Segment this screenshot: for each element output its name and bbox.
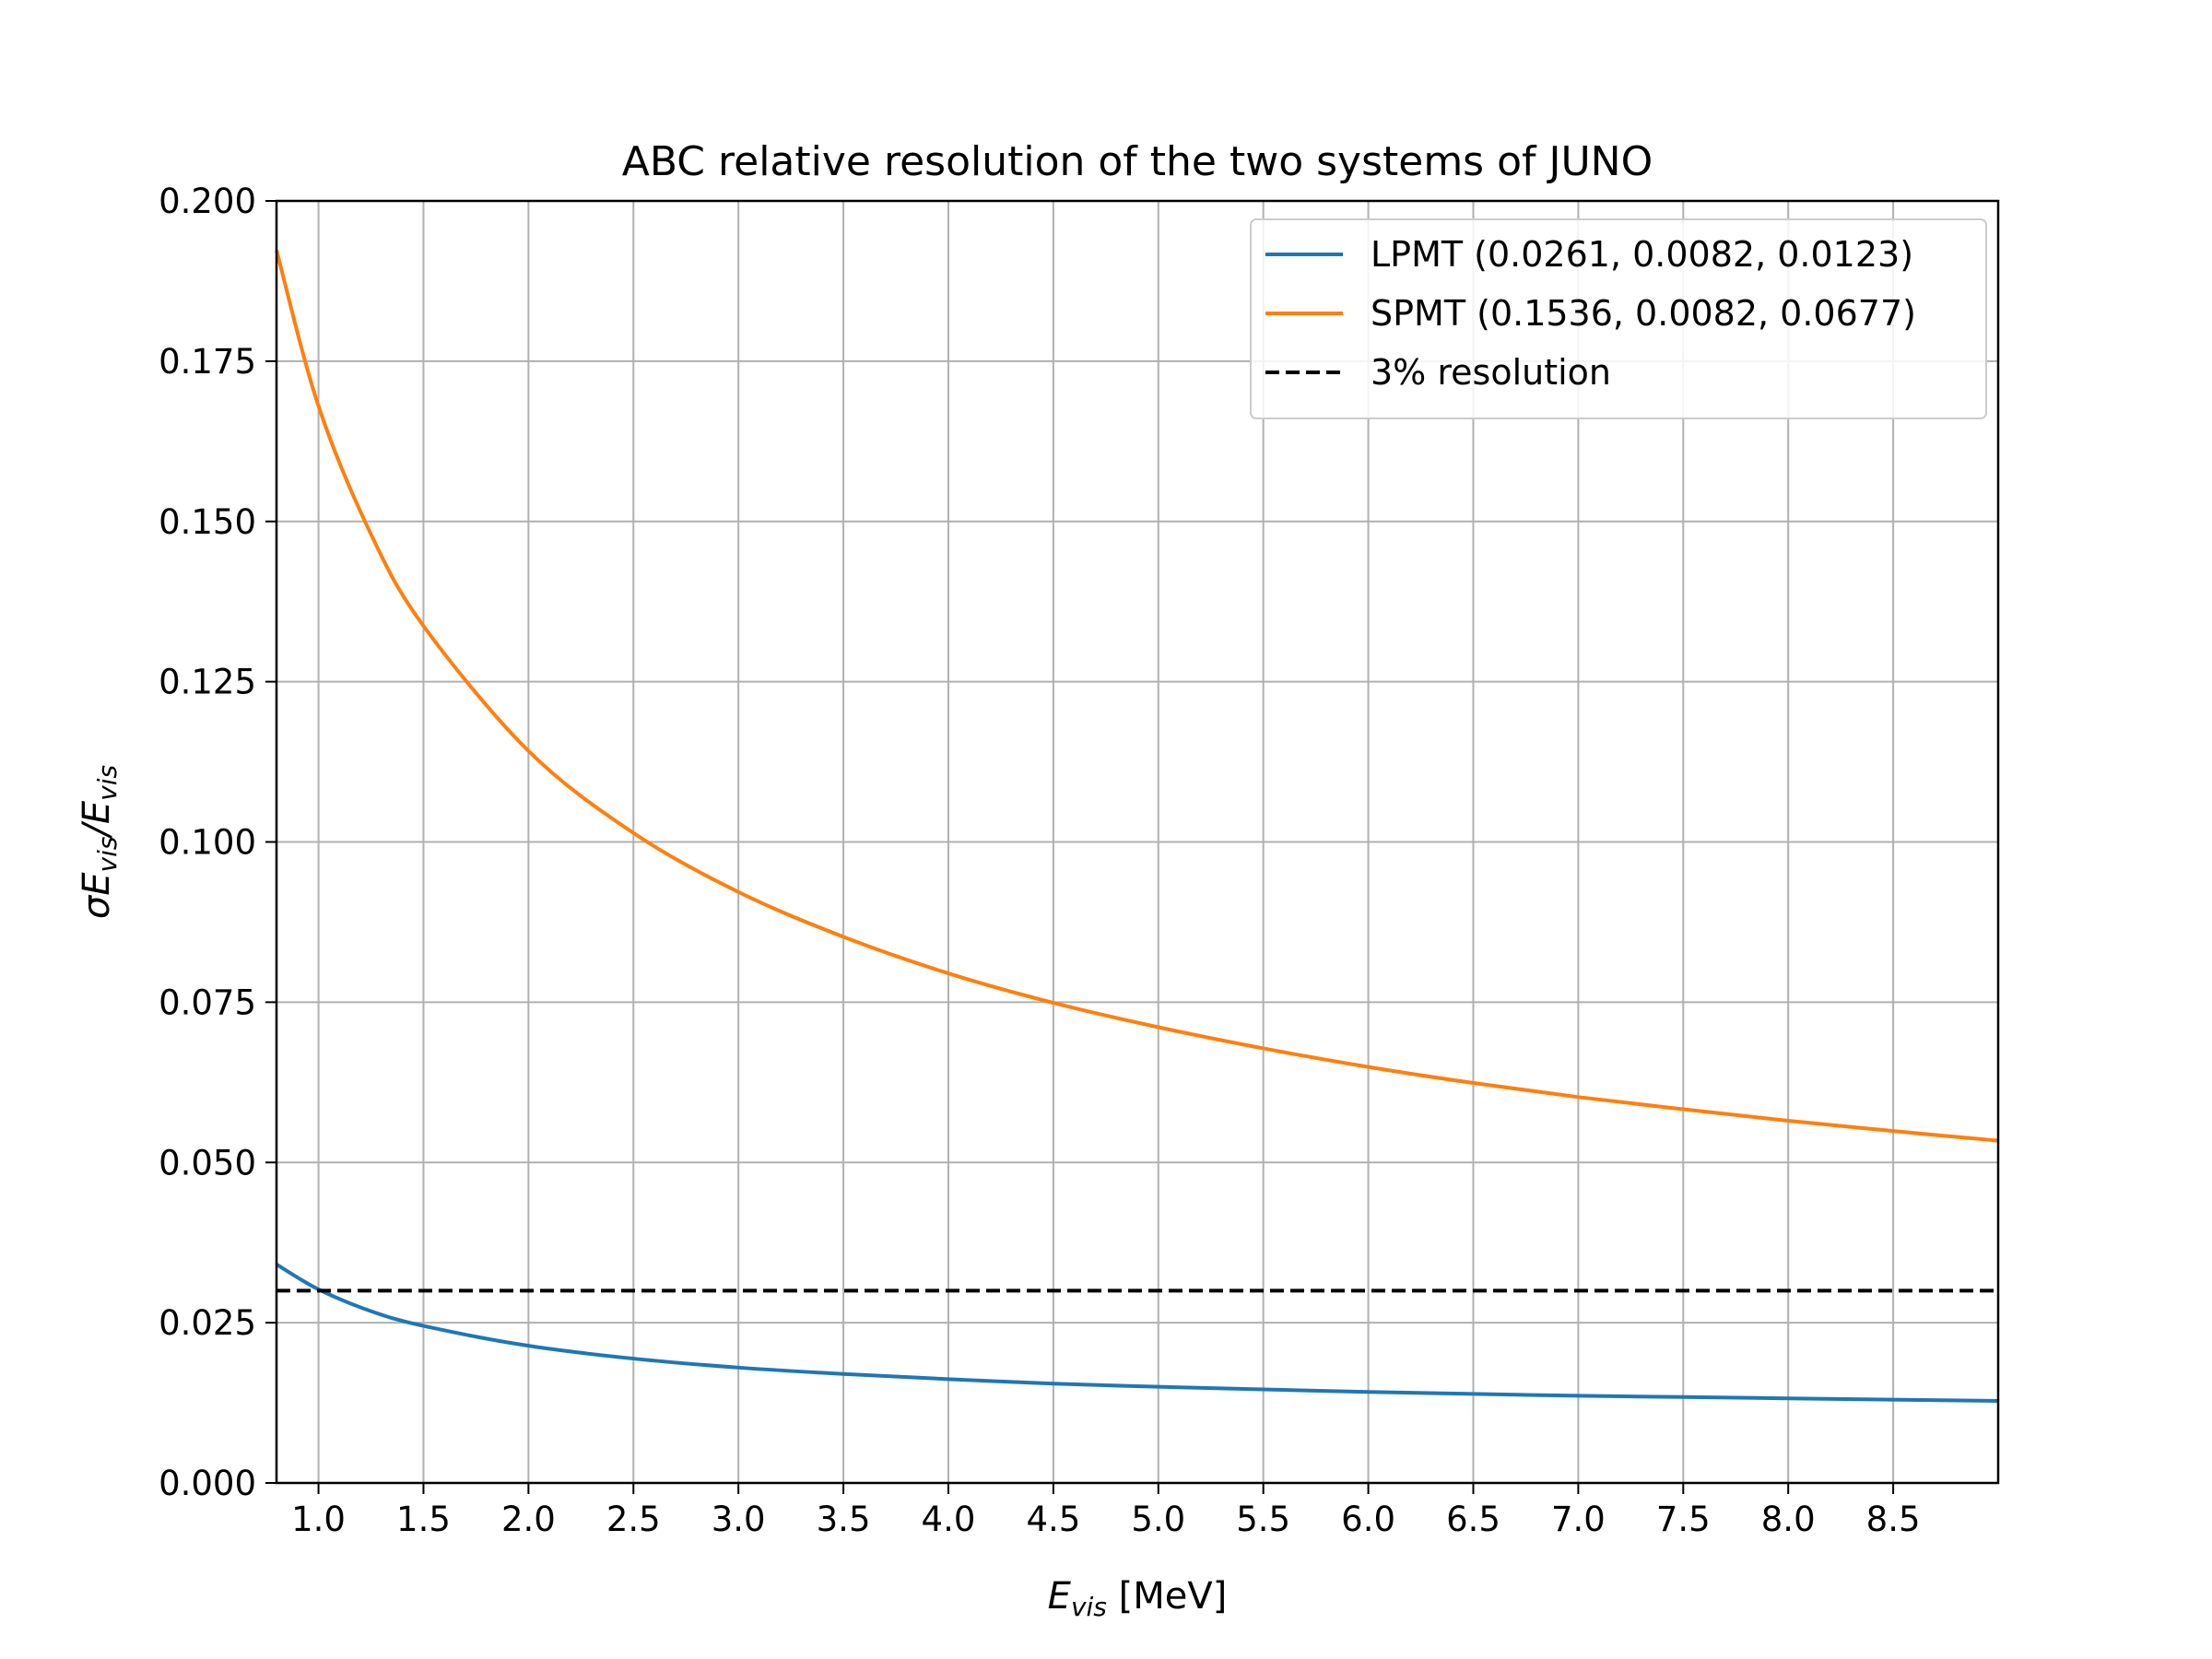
x-tick-label: 7.5	[1656, 1500, 1711, 1539]
y-tick-label: 0.175	[159, 342, 256, 382]
series-line-1	[275, 250, 1999, 1143]
x-tick-label: 1.0	[291, 1500, 346, 1539]
x-tick-label: 4.5	[1026, 1500, 1080, 1539]
x-tick-label: 1.5	[396, 1500, 451, 1539]
series-line-0	[275, 1263, 1999, 1403]
x-tick-label: 6.5	[1446, 1500, 1500, 1539]
x-tick-label: 5.0	[1131, 1500, 1185, 1539]
y-tick-label: 0.025	[159, 1303, 256, 1343]
x-tick-label: 3.5	[817, 1500, 871, 1539]
ticks: 1.0 1.5 2.0 2.5 3.0 3.5 4.0 4.5 5.0 5.5 6.0 6.5 7.0 7…	[159, 182, 1920, 1539]
x-tick-label: 7.0	[1551, 1500, 1606, 1539]
series-layer	[275, 250, 1999, 1403]
y-tick-label: 0.150	[159, 502, 256, 542]
legend-label-1: SPMT (0.1536, 0.0082, 0.0677)	[1371, 293, 1916, 334]
x-tick-label: 5.5	[1236, 1500, 1290, 1539]
grid	[276, 200, 1998, 1484]
legend-label-2: 3% resolution	[1371, 352, 1611, 393]
x-tick-label: 3.0	[712, 1500, 766, 1539]
x-tick-label: 8.0	[1761, 1500, 1816, 1539]
y-tick-label: 0.000	[159, 1464, 256, 1503]
x-tick-label: 6.0	[1341, 1500, 1395, 1539]
x-tick-label: 8.5	[1866, 1500, 1921, 1539]
y-tick-label: 0.200	[159, 182, 256, 221]
legend-label-0: LPMT (0.0261, 0.0082, 0.0123)	[1371, 234, 1913, 275]
legend-box	[1250, 218, 1987, 419]
chart-title: ABC relative resolution of the two syste…	[622, 138, 1653, 185]
legend: LPMT (0.0261, 0.0082, 0.0123) SPMT (0.153…	[1250, 218, 1987, 419]
y-axis-label: σEvis/Evis	[76, 765, 123, 919]
y-tick-label: 0.100	[159, 823, 256, 863]
y-tick-label: 0.125	[159, 663, 256, 702]
x-tick-label: 2.5	[606, 1500, 661, 1539]
x-tick-label: 2.0	[501, 1500, 556, 1539]
y-tick-label: 0.050	[159, 1143, 256, 1182]
x-tick-label: 4.0	[922, 1500, 976, 1539]
x-axis-label: Evis [MeV]	[1048, 1575, 1228, 1622]
y-tick-label: 0.075	[159, 982, 256, 1022]
